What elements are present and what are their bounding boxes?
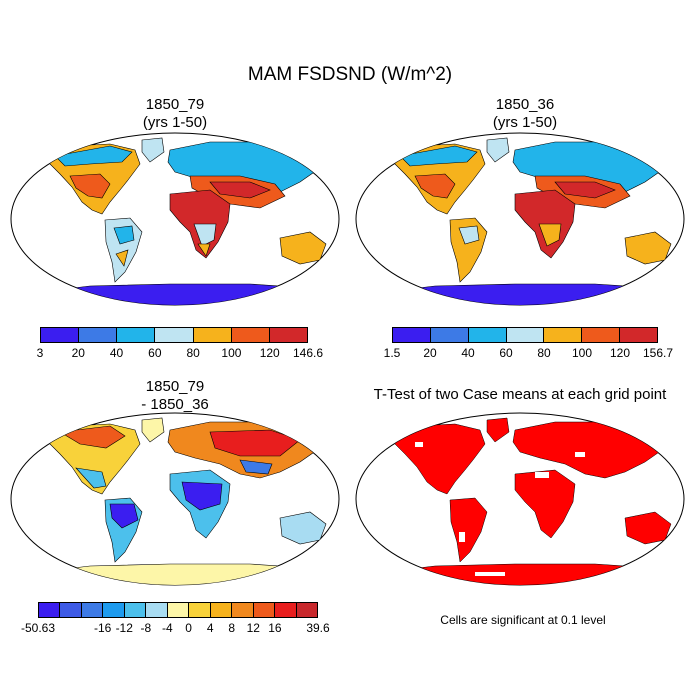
- colorbar-labels-top-left: 3 20 40 60 80 100 120 146.6: [36, 346, 323, 362]
- colorbar-label: 0: [185, 621, 192, 635]
- colorbar-label: 120: [259, 346, 280, 360]
- colorbar-segment: [155, 328, 194, 342]
- significance-note: Cells are significant at 0.1 level: [440, 613, 606, 627]
- colorbar-segment: [506, 328, 545, 342]
- colorbar-segment: [544, 328, 583, 342]
- colorbar-label: 156.7: [642, 346, 674, 360]
- colorbar-label: 146.6: [292, 346, 324, 360]
- colorbar-segment: [124, 603, 147, 617]
- colorbar-top-right: [392, 327, 658, 343]
- colorbar-segment: [79, 328, 118, 342]
- panel-title-line2: (yrs 1-50): [492, 114, 558, 131]
- colorbar-segment: [210, 603, 233, 617]
- map-top-left: [10, 132, 340, 306]
- colorbar-label: 60: [148, 346, 162, 360]
- colorbar-label: 40: [461, 346, 475, 360]
- colorbar-segment: [60, 603, 82, 617]
- colorbar-bottom-left: [38, 602, 318, 618]
- colorbar-segment: [117, 328, 156, 342]
- colorbar-label: 40: [109, 346, 124, 360]
- colorbar-label: 20: [71, 346, 85, 360]
- panel-title-bottom-right: T-Test of two Case means at each grid po…: [355, 386, 685, 404]
- colorbar-segment: [167, 603, 190, 617]
- colorbar-label: 3: [36, 346, 44, 360]
- colorbar-label: 1.5: [383, 346, 401, 360]
- colorbar-segment: [430, 328, 469, 342]
- colorbar-segment: [468, 328, 507, 342]
- figure-title: MAM FSDSND (W/m^2): [247, 64, 453, 85]
- colorbar-segment: [620, 328, 658, 342]
- map-bottom-right: [355, 412, 685, 586]
- colorbar-segment: [231, 328, 270, 342]
- colorbar-label: 80: [186, 346, 200, 360]
- panel-title-line2: (yrs 1-50): [142, 114, 208, 131]
- colorbar-segment: [393, 328, 431, 342]
- colorbar-segment: [232, 603, 254, 617]
- colorbar-label: -12: [115, 621, 133, 635]
- colorbar-label: -4: [162, 621, 173, 635]
- colorbar-segment: [81, 603, 104, 617]
- colorbar-label: 100: [571, 346, 593, 360]
- panel-title-bottom-left: 1850_79 - 1850_36: [25, 378, 325, 414]
- colorbar-label: 20: [423, 346, 437, 360]
- colorbar-label: 8: [228, 621, 236, 635]
- colorbar-segment: [39, 603, 61, 617]
- panel-title-line1: 1850_36: [495, 96, 555, 113]
- colorbar-labels-top-right: 1.5 20 40 60 80 100 120 156.7: [384, 346, 673, 362]
- colorbar-label: 120: [609, 346, 631, 360]
- colorbar-label: -50.63: [20, 621, 56, 635]
- colorbar-label: -8: [140, 621, 152, 635]
- panel-title-line1: 1850_79: [145, 378, 205, 395]
- panel-title-top-left: 1850_79 (yrs 1-50): [25, 96, 325, 132]
- panel-title-line2: - 1850_36: [141, 396, 209, 413]
- colorbar-segment: [296, 603, 318, 617]
- colorbar-segment: [189, 603, 211, 617]
- colorbar-label: 80: [537, 346, 551, 360]
- panel-title-top-right: 1850_36 (yrs 1-50): [375, 96, 675, 132]
- colorbar-label: 100: [221, 346, 242, 360]
- colorbar-segment: [253, 603, 276, 617]
- colorbar-label: -16: [94, 621, 112, 635]
- colorbar-label: 60: [499, 346, 513, 360]
- colorbar-segment: [41, 328, 80, 342]
- panel-title-line1: T-Test of two Case means at each grid po…: [373, 386, 667, 403]
- colorbar-label: 39.6: [306, 621, 330, 635]
- map-bottom-left: [10, 412, 340, 586]
- colorbar-segment: [193, 328, 232, 342]
- colorbar-label: 12: [246, 621, 260, 635]
- colorbar-segment: [146, 603, 168, 617]
- colorbar-segment: [582, 328, 621, 342]
- colorbar-label: 4: [206, 621, 214, 635]
- map-top-right: [355, 132, 685, 306]
- panel-title-line1: 1850_79: [145, 96, 205, 113]
- colorbar-top-left: [40, 327, 308, 343]
- colorbar-segment: [103, 603, 125, 617]
- colorbar-segment: [269, 328, 307, 342]
- colorbar-label: 16: [268, 621, 282, 635]
- colorbar-segment: [275, 603, 297, 617]
- colorbar-labels-bottom-left: -50.63 -16 -12 -8 -4 0 4 8 12 16 39.6: [21, 621, 330, 637]
